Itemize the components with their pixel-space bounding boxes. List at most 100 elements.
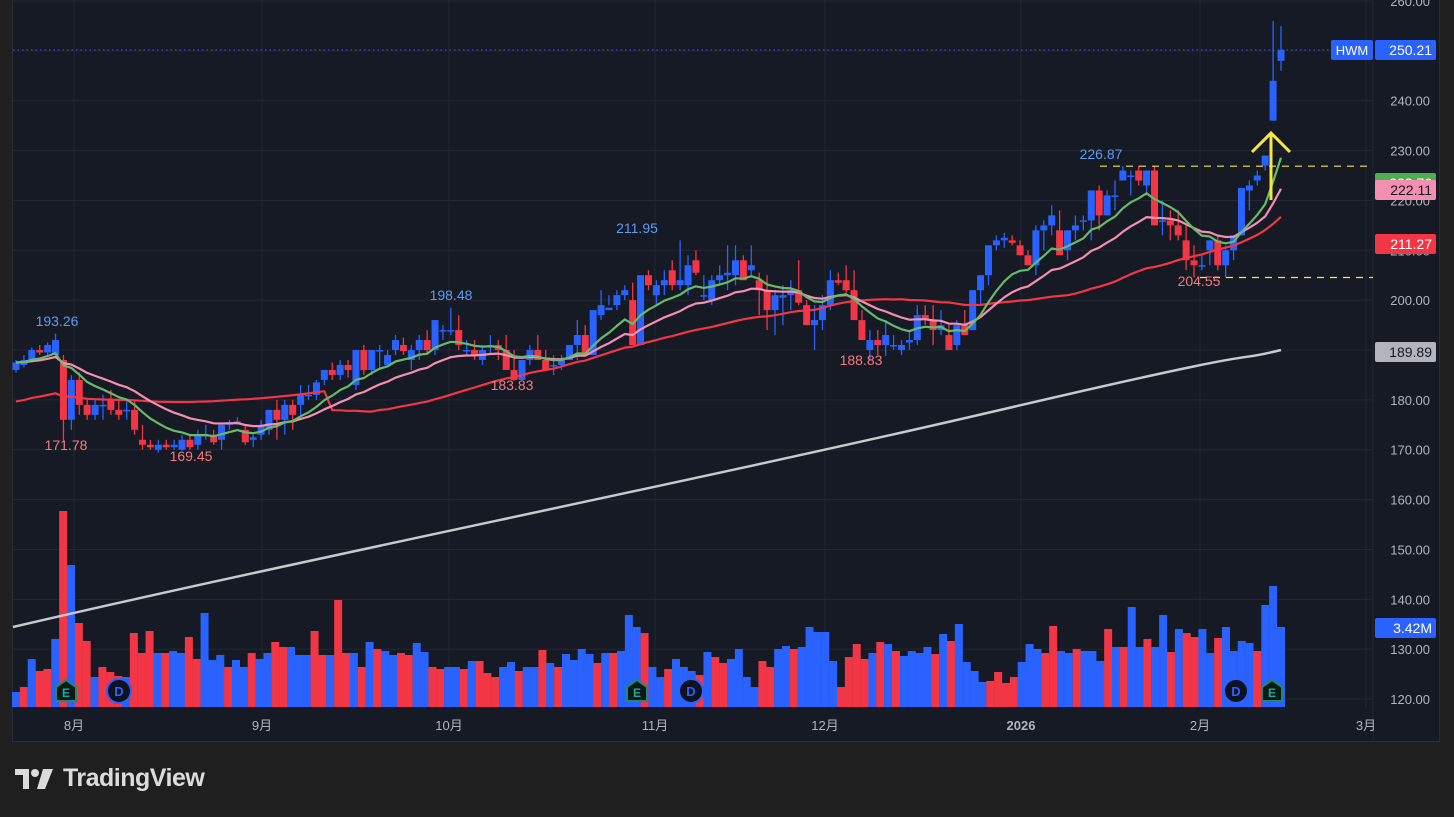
chart-frame[interactable] <box>12 0 1440 742</box>
candle[interactable] <box>660 270 668 296</box>
candle[interactable] <box>154 439 162 453</box>
candle[interactable] <box>273 399 281 440</box>
candle[interactable] <box>218 424 226 450</box>
candle[interactable] <box>913 305 921 346</box>
candle[interactable] <box>882 320 890 356</box>
candle[interactable] <box>1103 190 1111 216</box>
candle[interactable] <box>953 320 961 351</box>
candle[interactable] <box>1079 215 1087 231</box>
candle[interactable] <box>352 350 360 390</box>
candle[interactable] <box>898 340 905 356</box>
candle[interactable] <box>676 240 684 291</box>
candle[interactable] <box>1087 190 1095 241</box>
candle[interactable] <box>455 315 463 351</box>
candle[interactable] <box>115 399 123 420</box>
candle[interactable] <box>613 290 621 311</box>
candle[interactable] <box>1222 245 1230 278</box>
candle[interactable] <box>170 439 178 450</box>
candle[interactable] <box>439 325 447 341</box>
candle[interactable] <box>392 335 399 356</box>
candle[interactable] <box>866 330 874 360</box>
candle[interactable] <box>265 409 273 435</box>
candle[interactable] <box>139 424 146 450</box>
candle[interactable] <box>1032 225 1040 276</box>
candle[interactable] <box>739 255 747 281</box>
candle[interactable] <box>850 270 858 321</box>
candlestick-chart[interactable]: 260.00250.00240.00230.00220.00210.00200.… <box>0 0 1454 742</box>
candle[interactable] <box>645 270 652 291</box>
candle[interactable] <box>312 379 320 400</box>
candle[interactable] <box>91 399 99 420</box>
candle[interactable] <box>589 310 597 356</box>
candle[interactable] <box>202 424 210 440</box>
candle[interactable] <box>803 300 811 326</box>
candle[interactable] <box>1040 220 1048 251</box>
candle[interactable] <box>123 399 131 420</box>
candle[interactable] <box>368 350 376 375</box>
candle[interactable] <box>921 305 929 326</box>
candle[interactable] <box>328 362 336 380</box>
candle[interactable] <box>399 337 407 356</box>
candle[interactable] <box>486 335 494 356</box>
candle[interactable] <box>423 330 431 356</box>
candle[interactable] <box>431 320 439 356</box>
candle[interactable] <box>1174 210 1182 241</box>
candle[interactable] <box>811 305 819 351</box>
candle[interactable] <box>289 399 297 430</box>
candle[interactable] <box>36 345 44 356</box>
candle[interactable] <box>795 260 803 306</box>
candle[interactable] <box>834 272 842 286</box>
candle[interactable] <box>842 265 850 296</box>
earnings-event-icon[interactable]: E <box>55 678 77 702</box>
candle[interactable] <box>336 359 344 380</box>
candle[interactable] <box>162 439 170 450</box>
candle[interactable] <box>83 399 91 420</box>
candle[interactable] <box>1261 155 1269 171</box>
candle[interactable] <box>384 350 392 365</box>
candle[interactable] <box>178 434 186 451</box>
candle[interactable] <box>146 439 154 450</box>
candle[interactable] <box>518 359 526 380</box>
candle[interactable] <box>597 290 605 321</box>
dividend-event-icon[interactable]: D <box>106 678 132 704</box>
candle[interactable] <box>1127 170 1135 196</box>
candle[interactable] <box>874 330 882 356</box>
candle[interactable] <box>59 355 67 441</box>
candle[interactable] <box>1182 225 1190 271</box>
candle[interactable] <box>716 265 724 286</box>
candle[interactable] <box>890 335 898 351</box>
candle[interactable] <box>1056 210 1064 256</box>
candle[interactable] <box>320 369 328 385</box>
candle[interactable] <box>1143 170 1151 196</box>
candle[interactable] <box>257 419 265 440</box>
candle[interactable] <box>186 434 194 450</box>
candle[interactable] <box>502 335 510 370</box>
candle[interactable] <box>1253 170 1261 186</box>
candle[interactable] <box>1245 180 1253 211</box>
candle[interactable] <box>1111 180 1119 211</box>
candle[interactable] <box>471 340 479 360</box>
candle[interactable] <box>1119 166 1127 181</box>
candle[interactable] <box>905 330 913 351</box>
candle[interactable] <box>415 335 423 360</box>
candle[interactable] <box>463 340 471 356</box>
candle[interactable] <box>360 345 368 375</box>
candle[interactable] <box>1277 25 1285 71</box>
dividend-event-icon[interactable]: D <box>678 678 704 704</box>
candle[interactable] <box>787 280 795 311</box>
candle[interactable] <box>668 260 676 291</box>
earnings-event-icon[interactable]: E <box>1261 678 1283 702</box>
candle[interactable] <box>858 310 866 341</box>
candle[interactable] <box>826 270 834 311</box>
candle[interactable] <box>297 384 305 420</box>
candle[interactable] <box>581 325 589 356</box>
candle[interactable] <box>75 372 83 415</box>
candle[interactable] <box>1071 215 1079 241</box>
candle[interactable] <box>605 295 613 311</box>
candle[interactable] <box>194 429 202 450</box>
candle[interactable] <box>1008 235 1016 246</box>
dividend-event-icon[interactable]: D <box>1223 678 1249 704</box>
candle[interactable] <box>1048 205 1056 236</box>
candle[interactable] <box>652 280 660 306</box>
candle[interactable] <box>1198 255 1206 271</box>
